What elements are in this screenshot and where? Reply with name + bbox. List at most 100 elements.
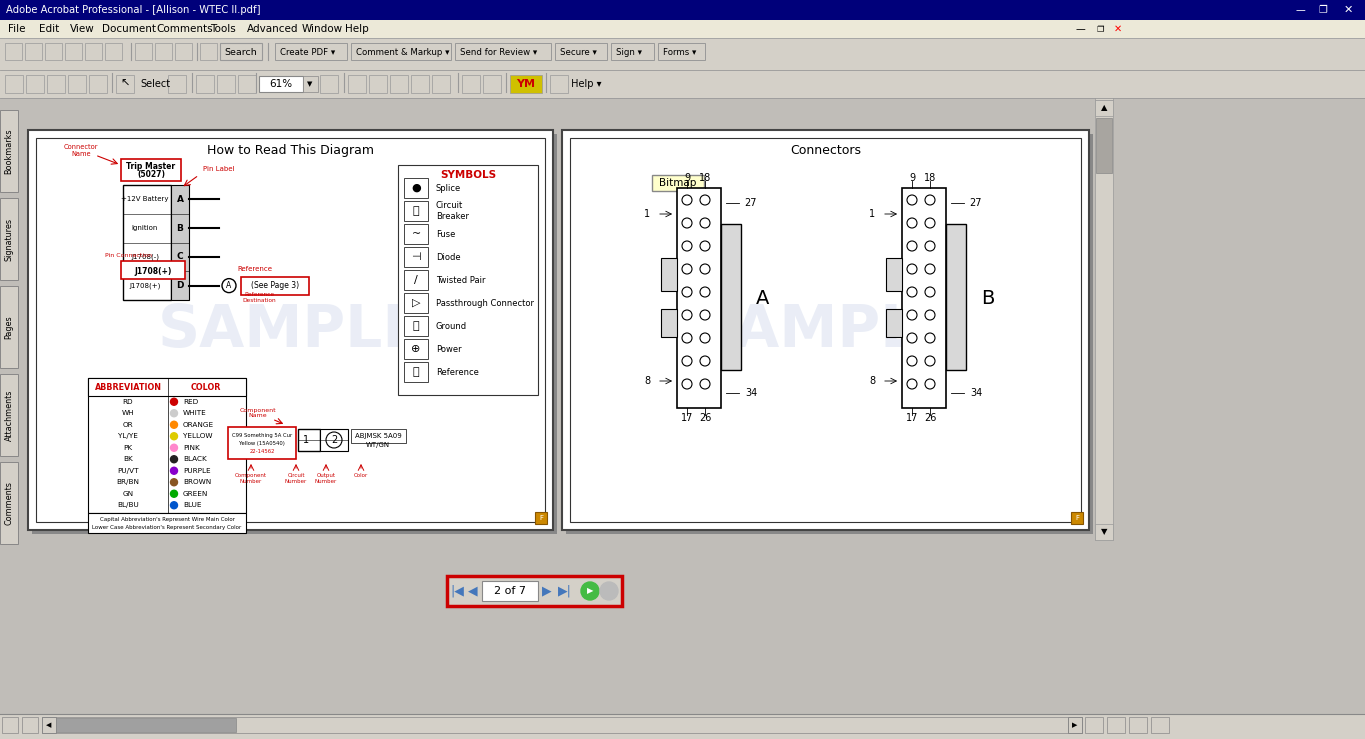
Bar [404, 178, 429, 198]
Text: Document: Document [101, 24, 156, 34]
Bar [1, 717, 18, 733]
Bar [658, 43, 706, 60]
Circle shape [171, 490, 177, 497]
Bar [404, 201, 429, 221]
Text: WH: WH [121, 410, 134, 416]
Text: ▶: ▶ [1073, 722, 1078, 728]
Text: Advanced: Advanced [247, 24, 299, 34]
Text: Pin Label: Pin Label [203, 166, 235, 172]
Bar [399, 165, 538, 395]
Text: PK: PK [123, 445, 132, 451]
Text: ABJMSK 5A09: ABJMSK 5A09 [355, 433, 401, 439]
Bar [5, 43, 22, 60]
Bar [29, 130, 553, 530]
Text: ~: ~ [411, 229, 420, 239]
Bar [31, 134, 557, 534]
Text: ABBREVIATION: ABBREVIATION [94, 383, 161, 392]
Bar [566, 134, 1093, 534]
Text: BLUE: BLUE [183, 503, 202, 508]
Text: RED: RED [183, 399, 198, 405]
Bar [886, 309, 902, 337]
Text: 34: 34 [971, 388, 983, 398]
Text: 26: 26 [924, 413, 936, 423]
Text: ▲: ▲ [1100, 103, 1107, 112]
Text: Reference
Destination: Reference Destination [242, 292, 276, 303]
Bar [721, 224, 741, 370]
Bar [89, 75, 106, 93]
Bar [661, 309, 677, 337]
Text: 8: 8 [644, 376, 650, 386]
Text: ✕: ✕ [1343, 5, 1353, 15]
Bar [66, 43, 82, 60]
Text: Secure ▾: Secure ▾ [560, 47, 597, 56]
Text: /: / [414, 275, 418, 285]
Text: Help: Help [344, 24, 369, 34]
Bar [319, 75, 339, 93]
Text: Output
Number: Output Number [315, 473, 337, 484]
Text: Pin Connection: Pin Connection [105, 253, 152, 258]
Text: ◀: ◀ [468, 585, 478, 598]
Text: Search: Search [225, 47, 258, 56]
Circle shape [171, 433, 177, 440]
Text: Sign ▾: Sign ▾ [616, 47, 642, 56]
Bar [242, 276, 308, 295]
Bar [404, 293, 429, 313]
Bar [661, 258, 677, 291]
Text: BROWN: BROWN [183, 480, 212, 486]
Text: 1: 1 [870, 209, 875, 219]
Text: ORANGE: ORANGE [183, 422, 214, 428]
Text: Lower Case Abbreviation's Represent Secondary Color: Lower Case Abbreviation's Represent Seco… [93, 525, 242, 530]
Text: GREEN: GREEN [183, 491, 209, 497]
Text: WT/GN: WT/GN [366, 442, 390, 448]
Bar [411, 75, 429, 93]
Bar [201, 43, 217, 60]
Bar [404, 270, 429, 290]
Text: YM: YM [516, 79, 535, 89]
Circle shape [171, 456, 177, 463]
Bar [175, 43, 192, 60]
Text: ↖: ↖ [120, 79, 130, 89]
Bar [1085, 717, 1103, 733]
Text: J1708(-): J1708(-) [131, 253, 158, 260]
Bar [946, 224, 966, 370]
Text: Comments: Comments [4, 481, 14, 525]
Bar [87, 513, 246, 533]
Bar [274, 43, 347, 60]
Text: WHITE: WHITE [183, 410, 206, 416]
Text: ▶: ▶ [587, 587, 594, 596]
Circle shape [171, 502, 177, 508]
Bar [259, 76, 303, 92]
Text: (See Page 3): (See Page 3) [251, 281, 299, 290]
Text: Tools: Tools [210, 24, 236, 34]
Text: ⊕: ⊕ [411, 344, 420, 354]
Text: Comment & Markup ▾: Comment & Markup ▾ [356, 47, 449, 56]
Text: ❐: ❐ [1096, 24, 1104, 33]
Bar [0, 70, 1365, 98]
Bar [121, 262, 186, 279]
Bar [404, 339, 429, 359]
Bar [1107, 717, 1125, 733]
Text: ▼: ▼ [1100, 528, 1107, 537]
Bar [1095, 100, 1112, 116]
Text: Connector
Name: Connector Name [64, 143, 98, 157]
Text: Ⓐ: Ⓐ [412, 367, 419, 377]
Text: J1708(+): J1708(+) [134, 267, 172, 276]
Bar [390, 75, 408, 93]
Text: A: A [176, 195, 183, 204]
Circle shape [171, 421, 177, 428]
Text: Color: Color [354, 473, 369, 478]
Text: SAMPLE: SAMPLE [692, 302, 958, 358]
Text: 17: 17 [681, 413, 693, 423]
Bar [42, 717, 56, 733]
Text: Ignition: Ignition [132, 225, 158, 231]
Bar [105, 43, 121, 60]
Bar [56, 718, 236, 732]
Text: Fuse: Fuse [435, 230, 456, 239]
Text: 27: 27 [745, 198, 758, 208]
Text: How to Read This Diagram: How to Read This Diagram [207, 143, 374, 157]
Bar [1129, 717, 1147, 733]
Text: BLACK: BLACK [183, 456, 206, 463]
Bar [482, 581, 538, 601]
Text: +12V Battery: +12V Battery [121, 197, 169, 202]
Text: B: B [176, 224, 183, 233]
